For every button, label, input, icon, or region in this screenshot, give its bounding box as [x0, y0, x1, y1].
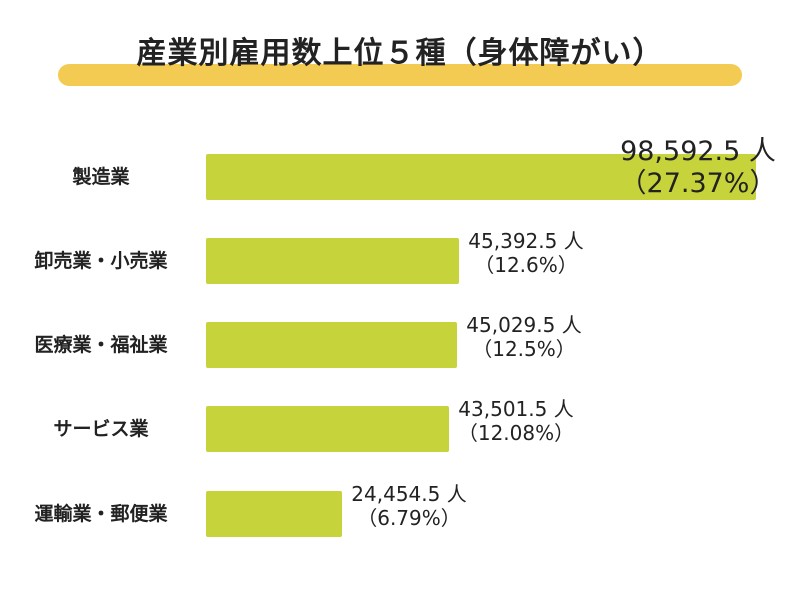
category-label: 製造業: [72, 166, 130, 188]
value-text: 43,501.5 人: [458, 397, 574, 421]
value-text: 98,592.5 人: [620, 136, 776, 167]
bar: [206, 406, 449, 452]
bar: [206, 322, 457, 368]
value-label: 45,392.5 人（12.6%）: [446, 229, 606, 277]
category-label: 卸売業・小売業: [34, 250, 168, 272]
value-label: 98,592.5 人（27.37%）: [606, 136, 790, 201]
percent-text: （6.79%）: [357, 506, 461, 530]
percent-text: （27.37%）: [619, 168, 777, 200]
bar: [206, 491, 342, 537]
value-text: 24,454.5 人: [351, 482, 467, 506]
title-highlight-bar: [58, 64, 742, 86]
chart-title: 産業別雇用数上位５種（身体障がい）: [136, 36, 664, 71]
percent-text: （12.08%）: [457, 421, 575, 445]
value-label: 43,501.5 人（12.08%）: [436, 397, 596, 445]
value-text: 45,392.5 人: [468, 229, 584, 253]
value-text: 45,029.5 人: [466, 313, 582, 337]
category-label: 医療業・福祉業: [34, 334, 168, 356]
percent-text: （12.6%）: [474, 253, 578, 277]
bar: [206, 238, 459, 284]
percent-text: （12.5%）: [472, 337, 576, 361]
value-label: 24,454.5 人（6.79%）: [329, 482, 489, 530]
value-label: 45,029.5 人（12.5%）: [444, 313, 604, 361]
category-label: サービス業: [53, 418, 149, 440]
category-label: 運輸業・郵便業: [34, 503, 168, 525]
bar: [206, 154, 756, 200]
